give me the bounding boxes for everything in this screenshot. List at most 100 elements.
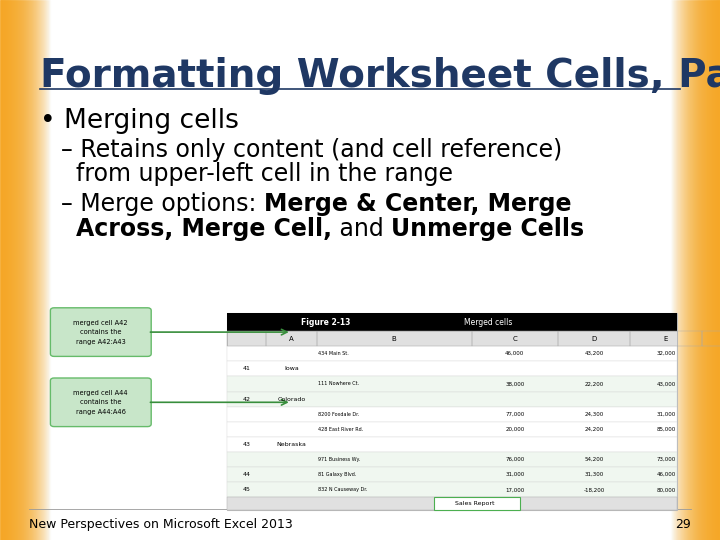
- Text: 85,000: 85,000: [657, 427, 675, 432]
- Bar: [45, 0, 46, 540]
- Text: E: E: [664, 335, 668, 342]
- Bar: [23, 0, 24, 540]
- Bar: [2, 0, 3, 540]
- Bar: [227, 437, 677, 452]
- Text: Figure 2-13: Figure 2-13: [301, 318, 351, 327]
- Bar: [701, 0, 702, 540]
- Bar: [48, 0, 50, 540]
- Text: 832 N Causeway Dr.: 832 N Causeway Dr.: [318, 487, 368, 492]
- Text: 29: 29: [675, 518, 691, 531]
- Bar: [33, 0, 35, 540]
- Bar: [680, 0, 682, 540]
- Text: contains the: contains the: [80, 399, 122, 406]
- Text: from upper-left cell in the range: from upper-left cell in the range: [76, 162, 453, 186]
- Bar: [1, 0, 2, 540]
- Bar: [227, 331, 677, 346]
- Bar: [227, 346, 677, 361]
- Text: Iowa: Iowa: [284, 366, 299, 372]
- Bar: [40, 0, 41, 540]
- Text: C: C: [513, 335, 517, 342]
- Bar: [15, 0, 16, 540]
- Bar: [692, 0, 693, 540]
- Text: 971 Business Wy.: 971 Business Wy.: [318, 457, 361, 462]
- Bar: [689, 0, 690, 540]
- Bar: [708, 0, 709, 540]
- Text: 20,000: 20,000: [505, 427, 524, 432]
- Bar: [35, 0, 36, 540]
- Text: 8200 Foxdale Dr.: 8200 Foxdale Dr.: [318, 411, 359, 417]
- Text: range A42:A43: range A42:A43: [76, 339, 126, 345]
- Bar: [16, 0, 17, 540]
- Bar: [705, 0, 706, 540]
- FancyBboxPatch shape: [50, 308, 151, 356]
- Bar: [630, 331, 702, 346]
- Bar: [678, 0, 679, 540]
- Text: 22,200: 22,200: [585, 381, 603, 387]
- Text: • Merging cells: • Merging cells: [40, 108, 238, 134]
- Bar: [715, 0, 716, 540]
- Bar: [227, 467, 677, 482]
- Bar: [706, 0, 707, 540]
- Bar: [700, 0, 701, 540]
- Bar: [713, 0, 714, 540]
- Bar: [22, 0, 23, 540]
- Bar: [11, 0, 12, 540]
- Bar: [672, 0, 674, 540]
- Text: range A44:A46: range A44:A46: [76, 409, 126, 415]
- Bar: [227, 452, 677, 467]
- Bar: [17, 0, 18, 540]
- Bar: [695, 0, 696, 540]
- Text: Merged cells: Merged cells: [464, 318, 512, 327]
- Text: 31,000: 31,000: [505, 472, 524, 477]
- Text: – Merge options:: – Merge options:: [61, 192, 264, 215]
- Text: D: D: [591, 335, 597, 342]
- Bar: [42, 0, 43, 540]
- Bar: [227, 331, 266, 346]
- Bar: [8, 0, 9, 540]
- Bar: [698, 0, 699, 540]
- Text: B: B: [392, 335, 397, 342]
- Bar: [227, 422, 677, 437]
- Bar: [227, 392, 677, 407]
- Text: 43: 43: [243, 442, 251, 447]
- Text: 73,000: 73,000: [657, 457, 675, 462]
- Text: 24,200: 24,200: [585, 427, 603, 432]
- Bar: [21, 0, 22, 540]
- Text: – Retains only content (and cell reference): – Retains only content (and cell referen…: [61, 138, 562, 161]
- Text: 32,000: 32,000: [657, 351, 675, 356]
- Text: 41: 41: [243, 366, 251, 372]
- Text: 43,200: 43,200: [585, 351, 603, 356]
- Text: 434 Main St.: 434 Main St.: [318, 351, 349, 356]
- Bar: [696, 0, 697, 540]
- Bar: [702, 0, 703, 540]
- Bar: [717, 0, 718, 540]
- Bar: [699, 0, 700, 540]
- Bar: [670, 0, 672, 540]
- Bar: [433, 497, 521, 510]
- Text: and: and: [332, 217, 391, 241]
- Text: 111 Nowhere Ct.: 111 Nowhere Ct.: [318, 381, 359, 387]
- Text: 428 East River Rd.: 428 East River Rd.: [318, 427, 364, 432]
- Bar: [716, 0, 717, 540]
- Text: 46,000: 46,000: [657, 472, 675, 477]
- Bar: [46, 0, 48, 540]
- Bar: [711, 0, 712, 540]
- Text: merged cell A44: merged cell A44: [73, 390, 128, 396]
- Bar: [3, 0, 4, 540]
- Text: 80,000: 80,000: [657, 487, 675, 492]
- Bar: [28, 0, 30, 540]
- Text: Across, Merge Cell,: Across, Merge Cell,: [76, 217, 332, 241]
- Bar: [690, 0, 692, 540]
- Bar: [675, 0, 677, 540]
- Bar: [4, 0, 5, 540]
- Bar: [709, 0, 710, 540]
- Bar: [712, 0, 713, 540]
- Text: Colorado: Colorado: [277, 396, 306, 402]
- Text: contains the: contains the: [80, 329, 122, 335]
- Text: merged cell A42: merged cell A42: [73, 320, 128, 326]
- Bar: [227, 376, 677, 392]
- Bar: [694, 0, 695, 540]
- Bar: [704, 0, 705, 540]
- Bar: [674, 0, 675, 540]
- Text: 43,000: 43,000: [657, 381, 675, 387]
